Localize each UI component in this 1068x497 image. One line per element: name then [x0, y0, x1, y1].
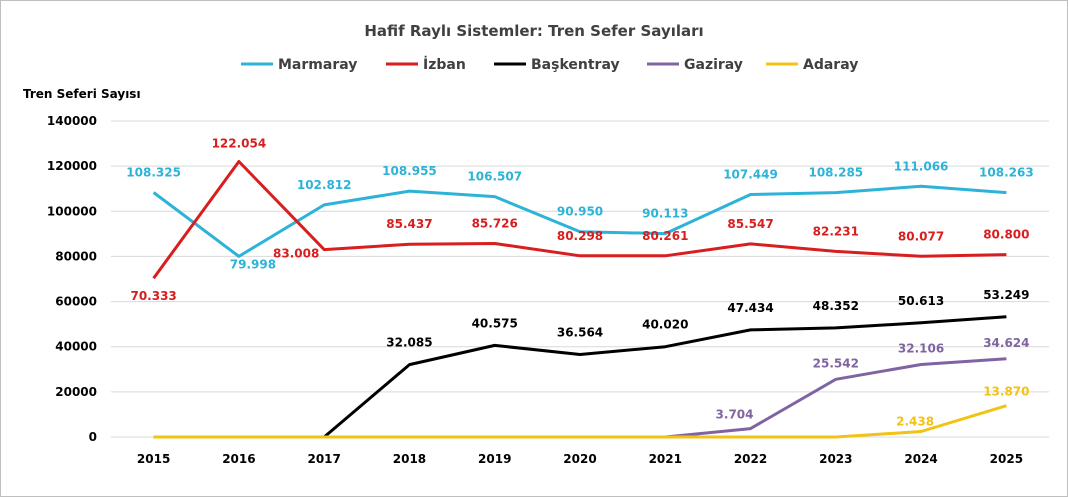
y-tick-layer: 0 20000 40000 60000 80000 100000 120000 140000 — [47, 114, 97, 444]
y-tick-label: 0 — [89, 430, 97, 444]
data-label: 3.704 — [716, 408, 754, 422]
x-tick-label: 2020 — [563, 452, 596, 466]
data-label: 34.624 — [983, 336, 1029, 350]
data-label: 2.438 — [896, 414, 934, 428]
data-label: 107.449 — [723, 167, 778, 181]
x-tick-label: 2023 — [819, 452, 852, 466]
y-tick-label: 60000 — [55, 295, 97, 309]
x-tick-label: 2017 — [307, 452, 340, 466]
x-tick-label: 2019 — [478, 452, 511, 466]
data-label: 122.054 — [212, 137, 267, 151]
x-tick-label: 2018 — [393, 452, 426, 466]
x-tick-label: 2021 — [649, 452, 682, 466]
data-label: 90.113 — [642, 207, 688, 221]
data-label: 85.726 — [472, 217, 518, 231]
data-label: 108.325 — [126, 165, 181, 179]
legend: Marmaray İzban Başkentray Gaziray Adaray — [241, 56, 858, 73]
data-label: 108.285 — [808, 166, 863, 180]
series-line-gaziray — [153, 357, 1007, 439]
y-tick-label: 80000 — [55, 249, 97, 263]
data-label: 32.106 — [898, 342, 944, 356]
y-tick-label: 120000 — [47, 159, 97, 173]
legend-entry: Gaziray — [684, 57, 743, 73]
data-label: 48.352 — [813, 299, 859, 313]
data-label: 13.870 — [983, 385, 1029, 399]
data-label: 106.507 — [467, 170, 522, 184]
data-label: 40.575 — [472, 316, 518, 330]
legend-entry: Başkentray — [531, 57, 620, 73]
data-label-layer: 108.325 79.998 102.812 108.955 106.507 90.950… — [126, 137, 1033, 429]
y-tick-label: 40000 — [55, 340, 97, 354]
data-label: 32.085 — [386, 336, 432, 350]
data-label: 83.008 — [273, 247, 319, 261]
data-label: 90.950 — [557, 205, 603, 219]
data-label: 47.434 — [727, 301, 773, 315]
x-tick-label: 2024 — [904, 452, 937, 466]
legend-entry: Marmaray — [278, 57, 357, 73]
data-label: 85.437 — [386, 217, 432, 231]
legend-entry: İzban — [423, 56, 466, 73]
data-label: 82.231 — [813, 224, 859, 238]
data-label: 36.564 — [557, 325, 603, 339]
data-label: 108.955 — [382, 164, 437, 178]
legend-entry: Adaray — [803, 57, 858, 73]
series-line-i̇zban — [152, 160, 1007, 280]
data-label: 80.800 — [983, 228, 1029, 242]
data-label: 79.998 — [230, 257, 276, 271]
data-label: 25.542 — [813, 356, 859, 370]
y-tick-label: 20000 — [55, 385, 97, 399]
data-label: 85.547 — [727, 217, 773, 231]
data-label: 80.298 — [557, 229, 603, 243]
data-label: 53.249 — [983, 288, 1029, 302]
y-tick-label: 100000 — [47, 204, 97, 218]
data-label: 80.077 — [898, 229, 944, 243]
chart-title: Hafif Raylı Sistemler: Tren Sefer Sayıla… — [364, 22, 703, 40]
data-label: 102.812 — [297, 178, 352, 192]
y-axis-label: Tren Seferi Sayısı — [23, 87, 141, 101]
x-tick-label: 2016 — [222, 452, 255, 466]
data-label: 50.613 — [898, 294, 944, 308]
data-label: 70.333 — [130, 289, 176, 303]
data-label: 111.066 — [894, 159, 949, 173]
x-tick-layer: 2015 2016 2017 2018 2019 2020 2021 2022 2023 2024… — [137, 452, 1023, 466]
x-tick-label: 2025 — [990, 452, 1023, 466]
data-label: 40.020 — [642, 318, 688, 332]
x-tick-label: 2022 — [734, 452, 767, 466]
series-line-adaray — [153, 404, 1007, 439]
data-label: 108.263 — [979, 166, 1034, 180]
series-layer — [152, 160, 1007, 439]
data-label: 80.261 — [642, 229, 688, 243]
x-tick-label: 2015 — [137, 452, 170, 466]
y-tick-label: 140000 — [47, 114, 97, 128]
